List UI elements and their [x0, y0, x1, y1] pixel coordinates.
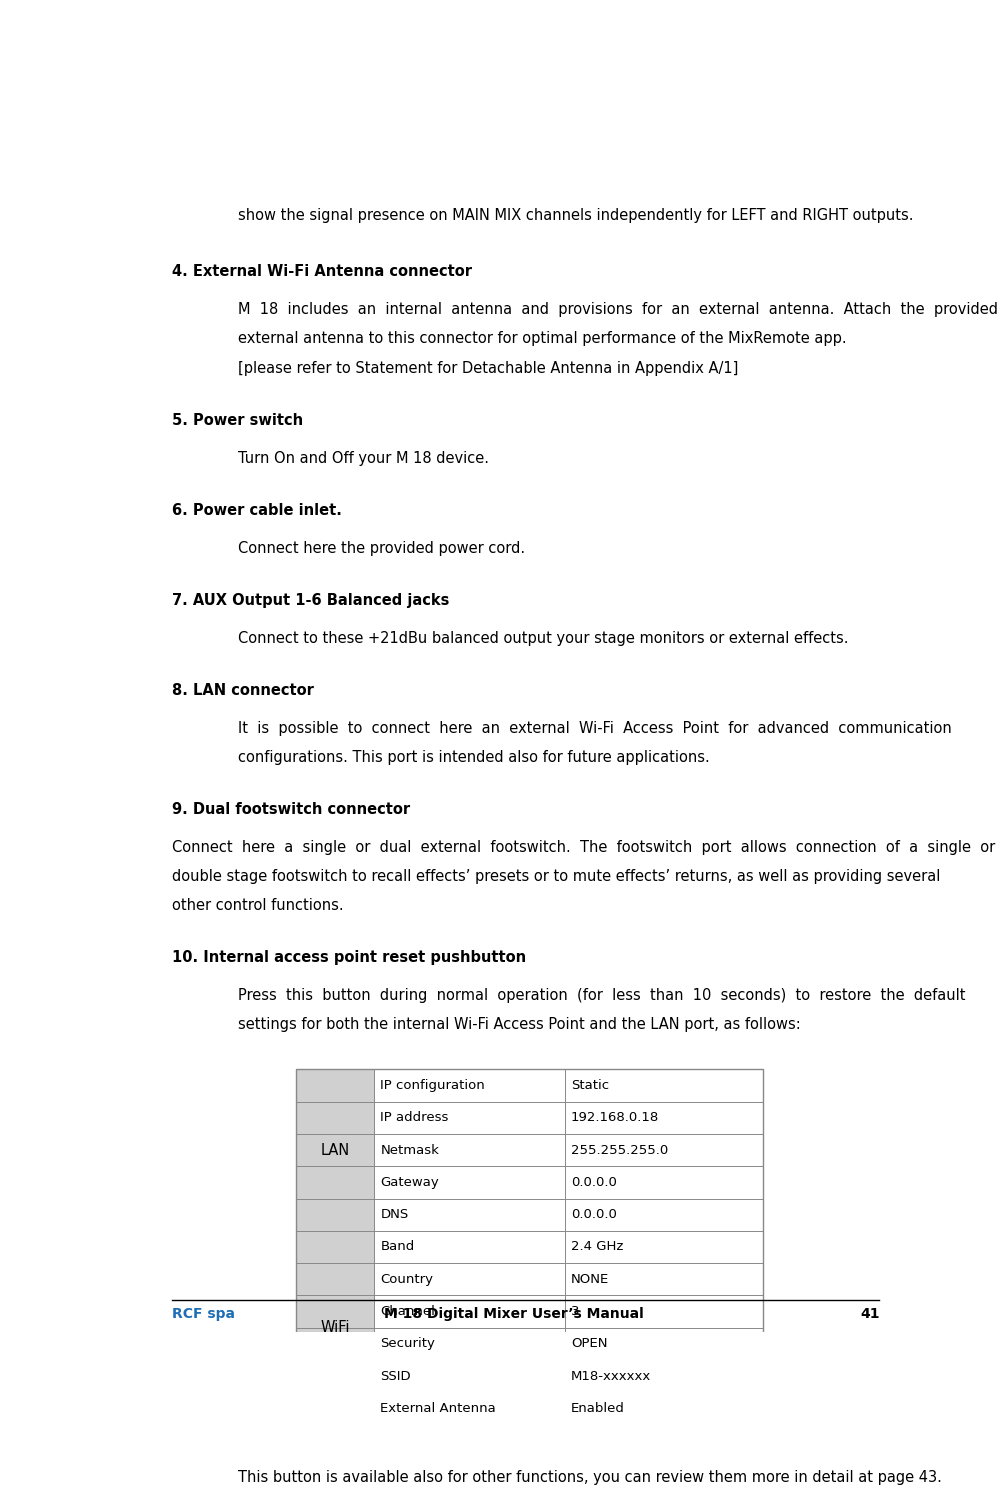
Bar [297, 1069, 374, 1231]
Text: External Antenna: External Antenna [380, 1401, 496, 1415]
Text: Country: Country [380, 1272, 433, 1286]
Text: configurations. This port is intended also for future applications.: configurations. This port is intended al… [237, 750, 709, 765]
Text: settings for both the internal Wi-Fi Access Point and the LAN port, as follows:: settings for both the internal Wi-Fi Acc… [237, 1018, 800, 1033]
Text: Press  this  button  during  normal  operation  (for  less  than  10  seconds)  : Press this button during normal operatio… [237, 988, 965, 1003]
Text: OPEN: OPEN [570, 1337, 606, 1350]
Text: Band: Band [380, 1241, 414, 1253]
Text: DNS: DNS [380, 1208, 408, 1222]
Text: 192.168.0.18: 192.168.0.18 [570, 1111, 658, 1124]
Text: 4. External Wi-Fi Antenna connector: 4. External Wi-Fi Antenna connector [172, 265, 472, 280]
Text: 41: 41 [859, 1307, 879, 1320]
Text: Netmask: Netmask [380, 1144, 439, 1157]
Text: Connect to these +21dBu balanced output your stage monitors or external effects.: Connect to these +21dBu balanced output … [237, 630, 848, 645]
Text: Security: Security [380, 1337, 435, 1350]
Text: Static: Static [570, 1079, 608, 1091]
Text: 3: 3 [570, 1305, 579, 1317]
Text: Connect  here  a  single  or  dual  external  footswitch.  The  footswitch  port: Connect here a single or dual external f… [172, 840, 994, 855]
Text: M  18  includes  an  internal  antenna  and  provisions  for  an  external  ante: M 18 includes an internal antenna and pr… [237, 302, 997, 317]
Text: 0.0.0.0: 0.0.0.0 [570, 1208, 616, 1222]
Text: 9. Dual footswitch connector: 9. Dual footswitch connector [172, 802, 410, 817]
Text: RCF spa: RCF spa [172, 1307, 234, 1320]
Text: IP address: IP address [380, 1111, 448, 1124]
Text: WiFi: WiFi [321, 1320, 350, 1335]
Text: 2.4 GHz: 2.4 GHz [570, 1241, 622, 1253]
Text: 7. AUX Output 1-6 Balanced jacks: 7. AUX Output 1-6 Balanced jacks [172, 593, 449, 608]
Text: M 18 Digital Mixer User’s Manual: M 18 Digital Mixer User’s Manual [384, 1307, 643, 1320]
Text: 6. Power cable inlet.: 6. Power cable inlet. [172, 503, 342, 518]
Text: other control functions.: other control functions. [172, 898, 344, 913]
Text: It  is  possible  to  connect  here  an  external  Wi-Fi  Access  Point  for  ad: It is possible to connect here an extern… [237, 720, 951, 735]
Text: Enabled: Enabled [570, 1401, 624, 1415]
Text: This button is available also for other functions, you can review them more in d: This button is available also for other … [237, 1470, 941, 1485]
Bar [297, 1231, 374, 1425]
Text: Gateway: Gateway [380, 1175, 439, 1189]
Text: 5. Power switch: 5. Power switch [172, 413, 303, 428]
Text: show the signal presence on MAIN MIX channels independently for LEFT and RIGHT o: show the signal presence on MAIN MIX cha… [237, 208, 913, 223]
Text: M18-xxxxxx: M18-xxxxxx [570, 1370, 650, 1383]
Text: Channel: Channel [380, 1305, 435, 1317]
Bar [297, 1069, 762, 1425]
Text: Turn On and Off your M 18 device.: Turn On and Off your M 18 device. [237, 451, 489, 466]
Text: LAN: LAN [321, 1142, 350, 1157]
Text: 10. Internal access point reset pushbutton: 10. Internal access point reset pushbutt… [172, 951, 526, 966]
Text: NONE: NONE [570, 1272, 608, 1286]
Text: 8. LAN connector: 8. LAN connector [172, 683, 314, 698]
Text: external antenna to this connector for optimal performance of the MixRemote app.: external antenna to this connector for o… [237, 331, 846, 346]
Text: double stage footswitch to recall effects’ presets or to mute effects’ returns, : double stage footswitch to recall effect… [172, 870, 940, 885]
Text: 255.255.255.0: 255.255.255.0 [570, 1144, 667, 1157]
Text: [please refer to Statement for Detachable Antenna in Appendix A/1]: [please refer to Statement for Detachabl… [237, 361, 737, 376]
Bar [297, 1069, 762, 1425]
Text: SSID: SSID [380, 1370, 411, 1383]
Text: 0.0.0.0: 0.0.0.0 [570, 1175, 616, 1189]
Text: IP configuration: IP configuration [380, 1079, 485, 1091]
Text: Connect here the provided power cord.: Connect here the provided power cord. [237, 540, 525, 555]
